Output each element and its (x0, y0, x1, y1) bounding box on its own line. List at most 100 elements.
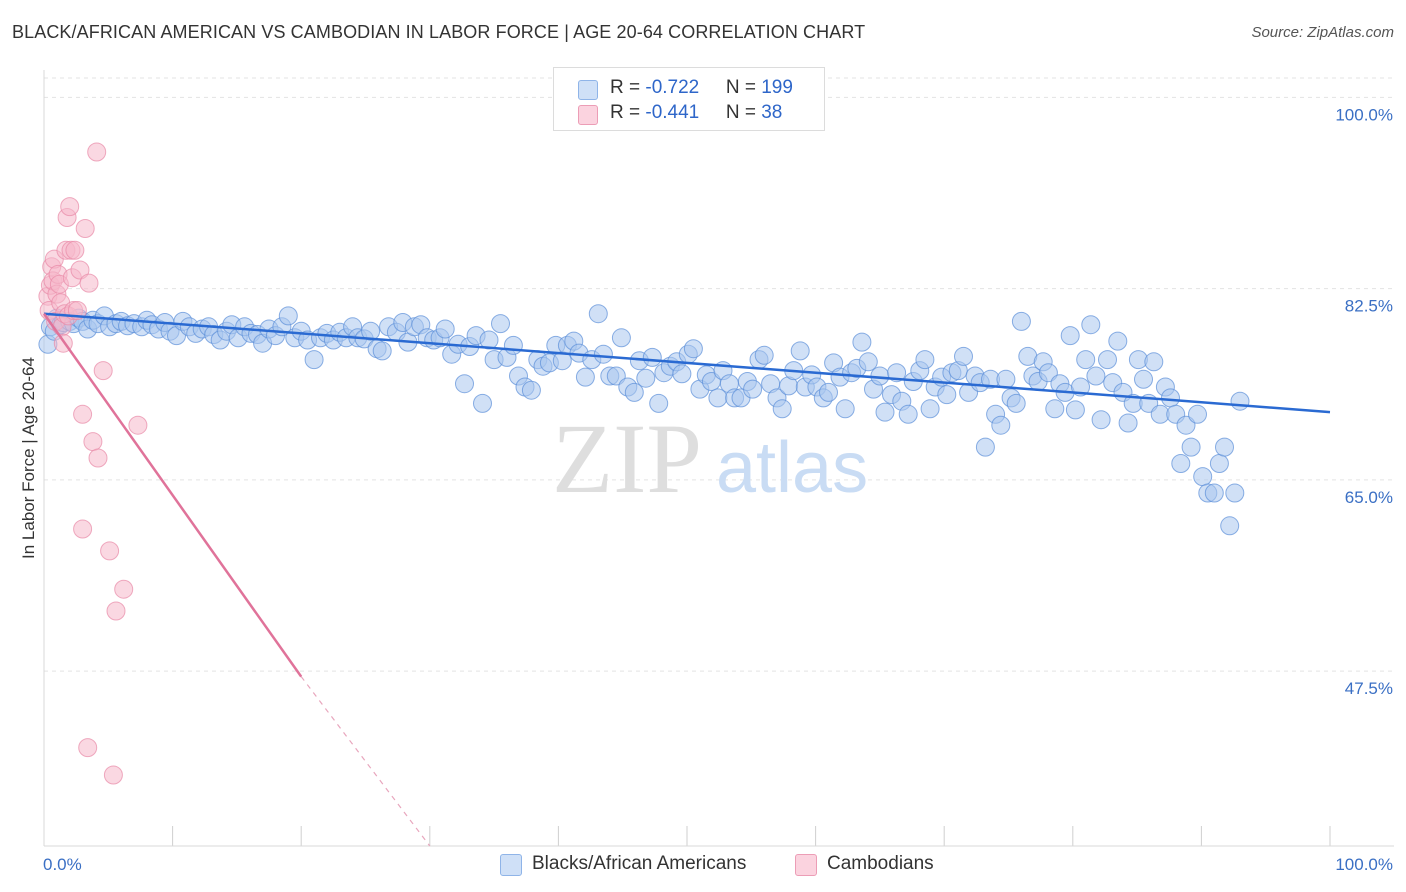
point-blacks (1144, 352, 1164, 372)
point-cambodians (70, 260, 90, 280)
point-blacks (920, 399, 940, 419)
point-blacks (1098, 350, 1117, 370)
y-axis-label: In Labor Force | Age 20-64 (19, 357, 38, 559)
point-blacks (1171, 454, 1191, 473)
legend-n-value: 38 (761, 102, 783, 123)
point-blacks (975, 437, 995, 457)
point-blacks (1134, 369, 1153, 389)
bottom-legend-swatch-cambodians (795, 854, 817, 876)
point-cambodians (128, 415, 148, 435)
point-cambodians (93, 361, 113, 381)
point-blacks (649, 393, 669, 413)
point-cambodians (73, 404, 93, 424)
point-cambodians (103, 765, 123, 785)
watermark: ZIP atlas (552, 403, 868, 514)
trend-line-cambodians (42, 313, 303, 678)
point-blacks (743, 379, 763, 399)
bottom-legend-label-blacks: Blacks/African Americans (532, 853, 747, 874)
point-blacks (1188, 404, 1207, 424)
point-blacks (1161, 388, 1180, 408)
point-blacks (491, 314, 510, 334)
point-blacks (954, 346, 973, 366)
point-cambodians (83, 432, 103, 452)
point-blacks (521, 380, 541, 400)
point-cambodians (75, 219, 95, 238)
point-blacks (1011, 311, 1031, 331)
point-blacks (575, 367, 595, 387)
point-cambodians (78, 738, 98, 758)
point-blacks (1225, 483, 1245, 503)
point-blacks (858, 352, 878, 372)
point-cambodians (60, 197, 80, 217)
point-blacks (754, 345, 774, 365)
y-tick-labels: 47.5% 65.0% 82.5% 100.0% (1335, 105, 1393, 698)
point-blacks (875, 402, 895, 422)
point-cambodians (87, 142, 107, 162)
point-blacks (915, 350, 935, 370)
point-blacks (642, 347, 662, 367)
point-blacks (372, 341, 392, 361)
point-blacks (611, 328, 631, 348)
trend-line-blacks (43, 312, 1331, 414)
point-blacks (1230, 391, 1250, 411)
legend-swatch-blacks (578, 80, 598, 100)
watermark-zip: ZIP (552, 403, 702, 514)
point-blacks (636, 368, 656, 388)
point-blacks (304, 350, 324, 370)
point-blacks (1076, 350, 1096, 370)
y-tick-label: 100.0% (1335, 105, 1393, 124)
point-blacks (1215, 437, 1234, 457)
point-blacks (1086, 366, 1106, 386)
point-blacks (1038, 363, 1058, 383)
point-blacks (588, 304, 608, 324)
point-blacks (1209, 454, 1229, 473)
legend-n-label: N = (725, 77, 762, 98)
legend-r-value: -0.722 (645, 77, 700, 98)
point-blacks (1081, 315, 1101, 335)
point-cambodians (73, 519, 93, 539)
point-blacks (435, 319, 455, 339)
point-blacks (672, 364, 692, 384)
x-axis-ticks (172, 826, 1331, 846)
point-blacks (1220, 516, 1240, 536)
point-blacks (473, 393, 492, 413)
chart-title: BLACK/AFRICAN AMERICAN VS CAMBODIAN IN L… (12, 22, 866, 42)
y-tick-label: 65.0% (1345, 488, 1393, 507)
point-blacks (503, 335, 523, 355)
point-blacks (593, 344, 613, 364)
point-blacks (1091, 410, 1111, 430)
point-blacks (898, 404, 918, 424)
series-cambodians-points (38, 142, 148, 785)
watermark-atlas: atlas (716, 428, 868, 508)
x-tick-label-max: 100.0% (1335, 855, 1393, 874)
point-blacks (1060, 326, 1080, 346)
y-tick-label: 82.5% (1345, 297, 1393, 316)
point-blacks (1108, 331, 1128, 351)
trend-lines (42, 312, 1331, 847)
legend-r-label: R = (610, 77, 646, 98)
point-cambodians (88, 448, 108, 468)
point-blacks (790, 341, 810, 361)
point-blacks (937, 385, 957, 405)
point-blacks (1045, 399, 1065, 419)
point-blacks (1006, 393, 1026, 413)
point-blacks (887, 363, 907, 383)
point-blacks (1204, 483, 1224, 503)
legend-r-label: R = (610, 102, 646, 123)
point-cambodians (100, 541, 120, 561)
legend-swatch-cambodians (578, 105, 598, 125)
point-blacks (1181, 437, 1201, 457)
point-blacks (1193, 467, 1213, 487)
point-blacks (624, 382, 644, 402)
point-cambodians (65, 240, 85, 260)
point-cambodians (114, 579, 134, 599)
point-blacks (835, 399, 855, 419)
point-blacks (852, 332, 872, 352)
y-tick-label: 47.5% (1345, 679, 1393, 698)
point-blacks (361, 321, 381, 341)
point-blacks (455, 374, 474, 394)
series-blacks-points (38, 304, 1250, 536)
bottom-legend-label-cambodians: Cambodians (827, 853, 934, 874)
point-blacks (1065, 400, 1085, 420)
